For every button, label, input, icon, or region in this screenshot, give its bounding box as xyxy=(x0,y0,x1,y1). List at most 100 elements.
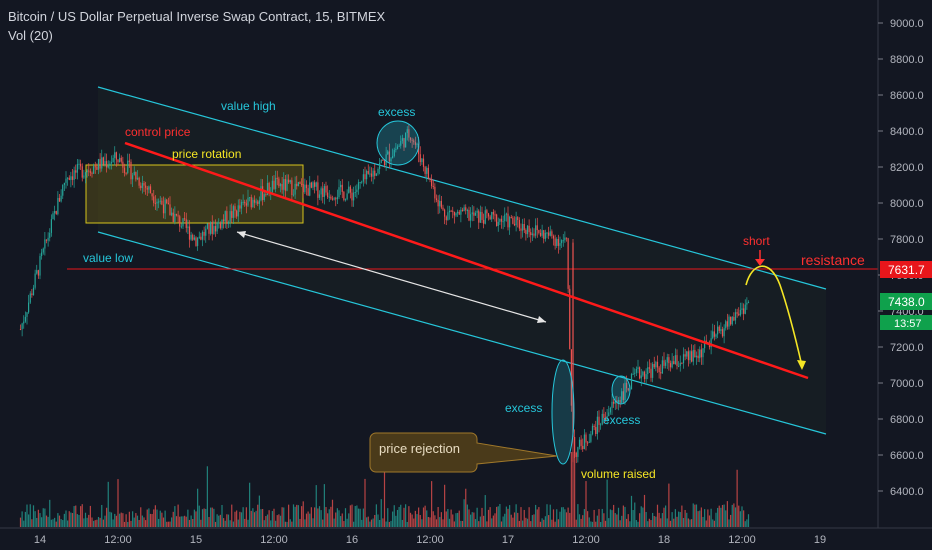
candle-body xyxy=(24,316,26,322)
candle-body xyxy=(681,362,683,364)
candle-body xyxy=(738,313,740,316)
volume-bar xyxy=(340,516,342,527)
volume-bar xyxy=(637,521,639,527)
candle-body xyxy=(281,184,283,190)
volume-bar xyxy=(171,517,173,527)
volume-bar xyxy=(307,511,309,527)
volume-bar xyxy=(266,514,269,527)
candle-body xyxy=(23,321,25,324)
volume-bar xyxy=(24,511,26,527)
volume-bar xyxy=(486,521,488,527)
candle-body xyxy=(429,178,431,180)
volume-bar xyxy=(725,510,727,527)
candle-body xyxy=(161,200,163,205)
candle-body xyxy=(310,182,312,188)
candle-body xyxy=(445,216,447,221)
candle-body xyxy=(184,218,186,220)
candle-body xyxy=(288,179,290,183)
volume-bar xyxy=(164,510,166,527)
label-excess-left: excess xyxy=(505,401,542,415)
volume-bar xyxy=(63,513,65,527)
volume-bar xyxy=(468,509,470,527)
volume-bar xyxy=(478,521,480,527)
candle-body xyxy=(166,199,168,204)
candle-body xyxy=(444,209,446,217)
volume-bar xyxy=(408,506,410,527)
candle-body xyxy=(382,159,384,161)
volume-bar xyxy=(54,517,56,527)
volume-bar xyxy=(595,521,597,527)
candle-body xyxy=(162,204,165,214)
candle-body xyxy=(457,211,459,214)
candle-body xyxy=(190,234,192,240)
volume-bar xyxy=(37,509,39,527)
volume-bar xyxy=(34,511,36,527)
candle-body xyxy=(622,391,624,400)
volume-bar xyxy=(185,516,187,527)
candle-body xyxy=(419,154,421,163)
volume-bar xyxy=(206,466,208,527)
candle-body xyxy=(81,166,83,178)
candle-body xyxy=(660,372,662,374)
candle-body xyxy=(731,317,733,325)
candle-body xyxy=(26,312,28,317)
volume-bar xyxy=(237,519,239,527)
candle-body xyxy=(312,182,314,188)
volume-bar xyxy=(107,481,109,527)
volume-bar xyxy=(502,516,504,527)
volume-bar xyxy=(292,504,295,527)
candle-body xyxy=(496,214,498,227)
volume-bar xyxy=(301,506,303,527)
candle-body xyxy=(669,363,672,368)
candle-body xyxy=(734,312,737,321)
volume-bar xyxy=(676,516,678,527)
candle-body xyxy=(299,182,301,184)
candle-body xyxy=(153,196,155,203)
volume-bar xyxy=(458,510,460,527)
volume-bar xyxy=(328,509,330,527)
price-tick-label: 7200.0 xyxy=(890,342,924,354)
candle-body xyxy=(325,186,327,193)
volume-bar xyxy=(179,516,181,527)
price-tick-label: 8200.0 xyxy=(890,162,924,174)
candle-body xyxy=(611,401,613,408)
candle-body xyxy=(227,221,230,224)
time-axis[interactable]: 14 12:00 15 12:00 16 12:00 17 12:00 18 12:00 19 xyxy=(34,534,826,546)
volume-bar xyxy=(539,521,542,527)
candle-body xyxy=(42,248,44,253)
volume-bar xyxy=(499,504,501,527)
candle-body xyxy=(718,326,720,331)
candle-body xyxy=(197,237,199,246)
volume-bar xyxy=(312,518,314,527)
volume-bar xyxy=(429,517,431,527)
volume-bar xyxy=(439,517,441,527)
volume-bar xyxy=(728,519,730,527)
volume-bar xyxy=(736,469,738,527)
candle-body xyxy=(341,184,343,192)
candle-body xyxy=(424,166,426,174)
candle-body xyxy=(240,201,243,209)
volume-bar xyxy=(83,518,85,527)
volume-bar xyxy=(294,506,296,527)
volume-bar xyxy=(258,495,260,527)
volume-bar xyxy=(65,510,67,527)
volume-bar xyxy=(167,521,169,527)
candle-body xyxy=(75,170,77,173)
volume-bar xyxy=(320,510,322,527)
candle-body xyxy=(107,164,109,168)
candle-body xyxy=(60,195,62,202)
candle-body xyxy=(682,354,685,364)
volume-bar xyxy=(81,504,83,527)
candle-body xyxy=(102,157,104,165)
time-tick-label: 12:00 xyxy=(416,534,444,546)
candle-body xyxy=(330,196,332,199)
candle-body xyxy=(585,434,587,443)
volume-bar xyxy=(205,508,207,527)
volume-bar xyxy=(744,521,746,527)
volume-bar xyxy=(513,512,516,527)
candle-body xyxy=(302,184,304,193)
volume-bar xyxy=(741,506,743,527)
volume-bar xyxy=(708,515,711,527)
volume-bar xyxy=(522,520,524,527)
